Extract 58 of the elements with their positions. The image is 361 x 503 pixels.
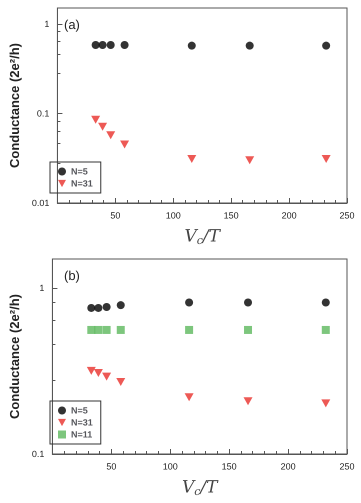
annotation: (b) xyxy=(64,268,80,283)
y-axis-title: Conductance (2e²/h) xyxy=(7,294,22,419)
point xyxy=(102,303,111,312)
legend-label: N=11 xyxy=(71,430,92,440)
y-tick-label: 1 xyxy=(44,18,50,29)
point xyxy=(86,366,96,375)
legend-label: N=5 xyxy=(71,406,88,416)
point xyxy=(98,122,108,131)
point xyxy=(244,326,252,334)
point xyxy=(322,154,331,163)
point xyxy=(244,298,252,306)
point xyxy=(321,399,330,408)
point xyxy=(322,298,330,306)
x-tick-label: 50 xyxy=(106,462,116,472)
point xyxy=(184,393,194,402)
y-tick-label: 0.1 xyxy=(36,108,50,118)
x-tick-label: 150 xyxy=(222,462,237,472)
point xyxy=(120,40,129,49)
point xyxy=(246,42,254,50)
point xyxy=(98,40,107,49)
point xyxy=(102,372,112,381)
legend-label: N=31 xyxy=(71,418,93,428)
point xyxy=(92,40,100,49)
x-tick-label: 100 xyxy=(166,210,181,220)
point xyxy=(106,131,116,140)
point xyxy=(188,42,196,50)
point xyxy=(87,304,96,312)
x-tick-label: 250 xyxy=(339,462,355,472)
x-tick-label: 200 xyxy=(280,462,296,472)
annotation: (a) xyxy=(64,17,80,32)
x-tick-label: 50 xyxy=(110,210,120,220)
point xyxy=(322,42,330,50)
point xyxy=(102,326,111,334)
point xyxy=(94,326,102,334)
x-tick-label: 250 xyxy=(339,210,355,220)
x-tick-label: 100 xyxy=(162,462,178,472)
legend-label: N=5 xyxy=(71,166,88,176)
point xyxy=(322,326,330,334)
point xyxy=(116,301,125,310)
x-tick-label: 150 xyxy=(224,210,239,220)
x-tick-label: 200 xyxy=(282,210,297,220)
point xyxy=(106,40,115,49)
y-tick-label: 0.01 xyxy=(32,198,50,208)
point xyxy=(244,397,253,406)
y-tick-label: 1 xyxy=(39,283,44,294)
point xyxy=(245,156,254,164)
point xyxy=(94,368,103,377)
legend-label: N=31 xyxy=(71,178,93,188)
point xyxy=(185,298,194,306)
point xyxy=(116,326,125,334)
point xyxy=(185,326,194,334)
y-tick-label: 0.1 xyxy=(32,449,44,459)
point xyxy=(94,304,102,312)
point xyxy=(187,154,196,163)
y-axis-title: Conductance (2e²/h) xyxy=(7,43,22,168)
point xyxy=(91,116,100,124)
point xyxy=(116,378,126,386)
point xyxy=(120,140,130,148)
